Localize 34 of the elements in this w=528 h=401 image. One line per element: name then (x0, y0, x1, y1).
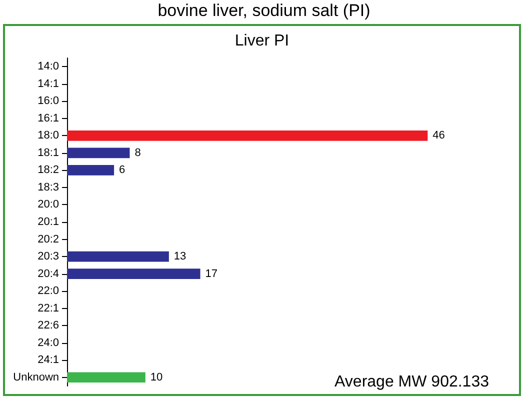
y-tick-label: 16:1 (38, 112, 59, 124)
y-tick-label: 22:6 (38, 320, 59, 332)
y-tick-label: 18:2 (38, 164, 59, 176)
y-tick-label: 18:0 (38, 130, 59, 142)
data-label: 46 (432, 130, 445, 142)
y-tick-label: 18:3 (38, 181, 59, 194)
chart-title: bovine liver, sodium salt (PI) (156, 0, 372, 22)
data-label: 13 (174, 250, 186, 263)
data-label: 6 (119, 164, 126, 176)
y-tick-label: 22:1 (38, 302, 59, 314)
y-tick-label: 20:4 (38, 268, 59, 280)
y-tick-label: Unknown (13, 371, 59, 384)
y-tick-label: 18:1 (38, 146, 59, 159)
y-tick-label: 24:1 (38, 354, 59, 366)
y-tick-label: 20:3 (38, 250, 59, 263)
y-tick-label: 20:2 (38, 233, 59, 246)
y-tick-label: 20:1 (38, 216, 59, 228)
data-label: 8 (134, 146, 141, 159)
bar (67, 165, 114, 176)
bar (67, 251, 169, 262)
y-tick-label: 14:1 (38, 78, 59, 90)
bar (67, 148, 130, 158)
y-tick-label: 20:0 (38, 198, 59, 211)
y-tick-label: 14:0 (38, 60, 59, 73)
data-label: 10 (150, 371, 163, 384)
bar (67, 130, 428, 141)
data-label: 17 (205, 268, 218, 280)
bar (67, 268, 200, 279)
y-tick-label: 16:0 (38, 95, 59, 108)
chart-subtitle: Liver PI (234, 32, 290, 50)
annotation: Average MW 902.133 (334, 374, 490, 390)
y-tick-label: 22:0 (38, 285, 59, 298)
y-tick-label: 24:0 (38, 336, 59, 349)
bar (67, 372, 146, 383)
